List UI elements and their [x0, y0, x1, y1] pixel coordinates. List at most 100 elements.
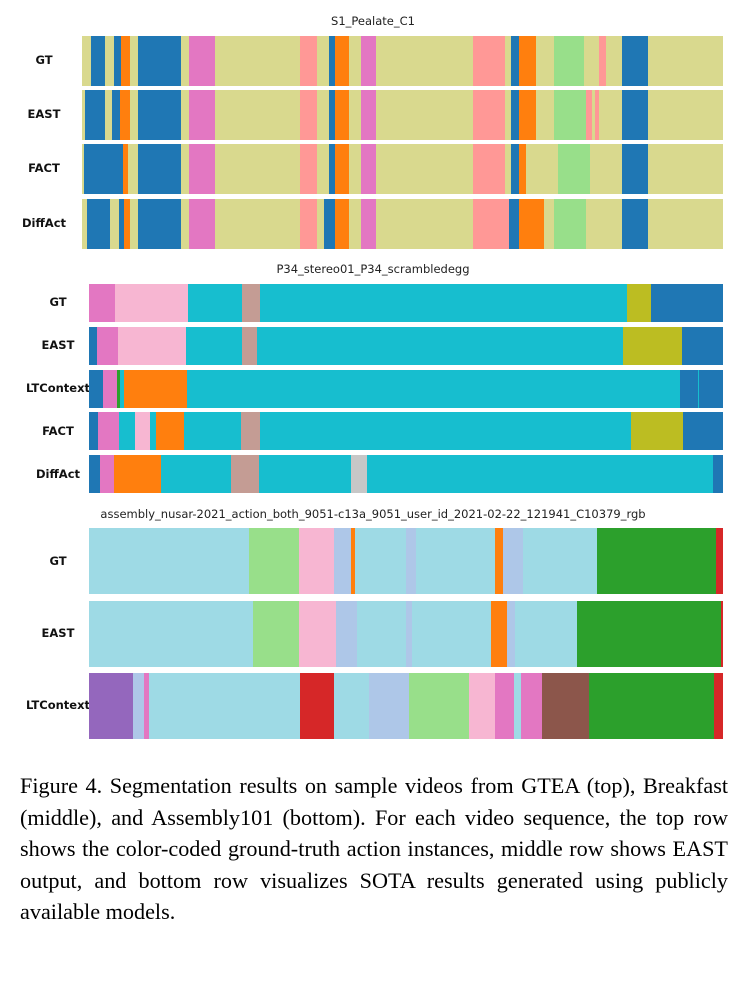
action-segment: [214, 90, 301, 140]
action-segment: [299, 199, 318, 249]
action-segment: [473, 199, 510, 249]
action-segment: [128, 144, 139, 194]
action-segment: [520, 673, 543, 739]
action-segment: [260, 412, 632, 450]
action-segment: [328, 36, 336, 86]
action-segment: [621, 199, 649, 249]
action-segment: [375, 199, 474, 249]
action-segment: [589, 144, 623, 194]
action-segment: [187, 284, 243, 322]
action-segment: [508, 199, 520, 249]
action-segment: [180, 144, 190, 194]
action-segment: [490, 601, 508, 667]
action-segment: [300, 673, 335, 739]
action-segment: [257, 327, 624, 365]
segmentation-bar-diffact: [89, 455, 723, 493]
action-segment: [149, 412, 157, 450]
action-segment: [697, 370, 700, 408]
segmentation-bar-fact: [89, 412, 723, 450]
action-segment: [351, 528, 356, 594]
action-segment: [89, 528, 250, 594]
row-label-gt: GT: [49, 295, 67, 309]
action-segment: [114, 284, 189, 322]
row-label-diffact: DiffAct: [21, 216, 67, 230]
action-segment: [137, 36, 182, 86]
action-segment: [518, 90, 537, 140]
action-segment: [631, 412, 684, 450]
action-segment: [681, 327, 723, 365]
action-segment: [541, 673, 590, 739]
action-segment: [651, 284, 723, 322]
action-segment: [714, 673, 723, 739]
action-segment: [110, 199, 120, 249]
action-segment: [89, 412, 99, 450]
action-segment: [82, 199, 88, 249]
action-segment: [83, 144, 124, 194]
action-segment: [518, 36, 537, 86]
segmentation-bar-gt: [89, 284, 723, 322]
action-segment: [505, 90, 512, 140]
action-segment: [473, 90, 506, 140]
action-segment: [130, 199, 139, 249]
action-segment: [411, 601, 492, 667]
action-segment: [180, 199, 190, 249]
action-segment: [112, 90, 121, 140]
action-segment: [333, 673, 370, 739]
row-label-gt: GT: [35, 53, 53, 67]
action-segment: [627, 284, 652, 322]
action-segment: [123, 370, 188, 408]
row-label-diffact: DiffAct: [35, 467, 81, 481]
action-segment: [253, 601, 300, 667]
action-segment: [137, 144, 182, 194]
action-segment: [511, 90, 520, 140]
action-segment: [328, 144, 336, 194]
action-segment: [135, 412, 151, 450]
action-segment: [506, 601, 516, 667]
row-label-gt: GT: [49, 554, 67, 568]
action-segment: [316, 90, 330, 140]
action-segment: [586, 90, 593, 140]
action-segment: [214, 199, 301, 249]
action-segment: [133, 673, 145, 739]
action-segment: [473, 144, 506, 194]
action-segment: [553, 90, 587, 140]
action-segment: [120, 370, 125, 408]
action-segment: [328, 90, 336, 140]
action-segment: [143, 673, 150, 739]
action-segment: [553, 199, 587, 249]
action-segment: [105, 90, 113, 140]
action-segment: [97, 412, 120, 450]
action-segment: [553, 36, 585, 86]
action-segment: [355, 528, 407, 594]
action-segment: [522, 528, 598, 594]
action-segment: [648, 90, 723, 140]
action-segment: [89, 327, 98, 365]
segmentation-bar-east: [82, 90, 723, 140]
action-segment: [260, 284, 628, 322]
action-segment: [369, 673, 410, 739]
action-segment: [518, 199, 545, 249]
action-segment: [495, 673, 515, 739]
action-segment: [105, 36, 115, 86]
action-segment: [130, 90, 139, 140]
action-segment: [334, 36, 350, 86]
action-segment: [298, 528, 335, 594]
action-segment: [518, 144, 527, 194]
action-segment: [116, 370, 121, 408]
action-segment: [515, 601, 578, 667]
action-segment: [348, 144, 362, 194]
action-segment: [249, 528, 300, 594]
action-segment: [242, 284, 261, 322]
action-segment: [214, 36, 301, 86]
action-segment: [511, 36, 520, 86]
action-segment: [503, 528, 524, 594]
action-segment: [123, 144, 129, 194]
segmentation-bar-east: [89, 327, 723, 365]
action-segment: [348, 90, 362, 140]
action-segment: [241, 412, 261, 450]
panel-title-breakfast: P34_stereo01_P34_scrambledegg: [276, 262, 470, 276]
action-segment: [323, 199, 336, 249]
action-segment: [606, 36, 623, 86]
row-label-east: EAST: [27, 107, 61, 121]
row-label-east: EAST: [41, 626, 75, 640]
